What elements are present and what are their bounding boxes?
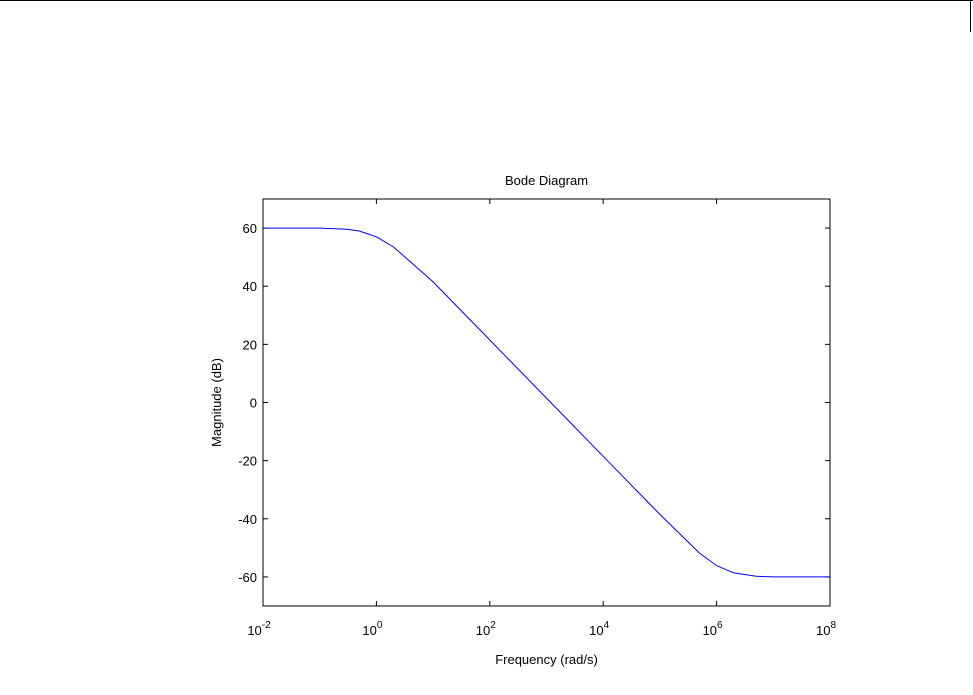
x-tick-exponent: 4 <box>604 620 610 631</box>
axes-box <box>263 199 830 606</box>
x-tick-exponent: -2 <box>262 620 271 631</box>
x-tick-label: 10-2 <box>247 620 271 638</box>
x-tick-label: 104 <box>589 620 609 638</box>
x-tick-exponent: 6 <box>717 620 723 631</box>
x-tick-exponent: 8 <box>830 620 836 631</box>
chart-title: Bode Diagram <box>505 173 588 188</box>
x-tick-base: 10 <box>816 623 830 638</box>
x-tick-exponent: 0 <box>377 620 383 631</box>
x-axis-label: Frequency (rad/s) <box>495 652 598 667</box>
x-tick-base: 10 <box>476 623 490 638</box>
y-tick-label: -40 <box>238 512 257 527</box>
x-tick-label: 102 <box>476 620 496 638</box>
x-tick-label: 106 <box>703 620 723 638</box>
x-tick-base: 10 <box>362 623 376 638</box>
y-tick-label: 60 <box>243 221 257 236</box>
y-tick-label: 0 <box>250 396 257 411</box>
y-tick-label: -20 <box>238 454 257 469</box>
y-tick-label: -60 <box>238 570 257 585</box>
y-axis-label: Magnitude (dB) <box>209 358 224 447</box>
x-tick-label: 108 <box>816 620 836 638</box>
y-tick-label: 20 <box>243 337 257 352</box>
x-tick-label: 100 <box>362 620 382 638</box>
x-tick-base: 10 <box>589 623 603 638</box>
y-tick-label: 40 <box>243 279 257 294</box>
x-tick-base: 10 <box>703 623 717 638</box>
plot-axes <box>263 199 830 606</box>
x-tick-exponent: 2 <box>490 620 496 631</box>
x-tick-base: 10 <box>247 623 261 638</box>
